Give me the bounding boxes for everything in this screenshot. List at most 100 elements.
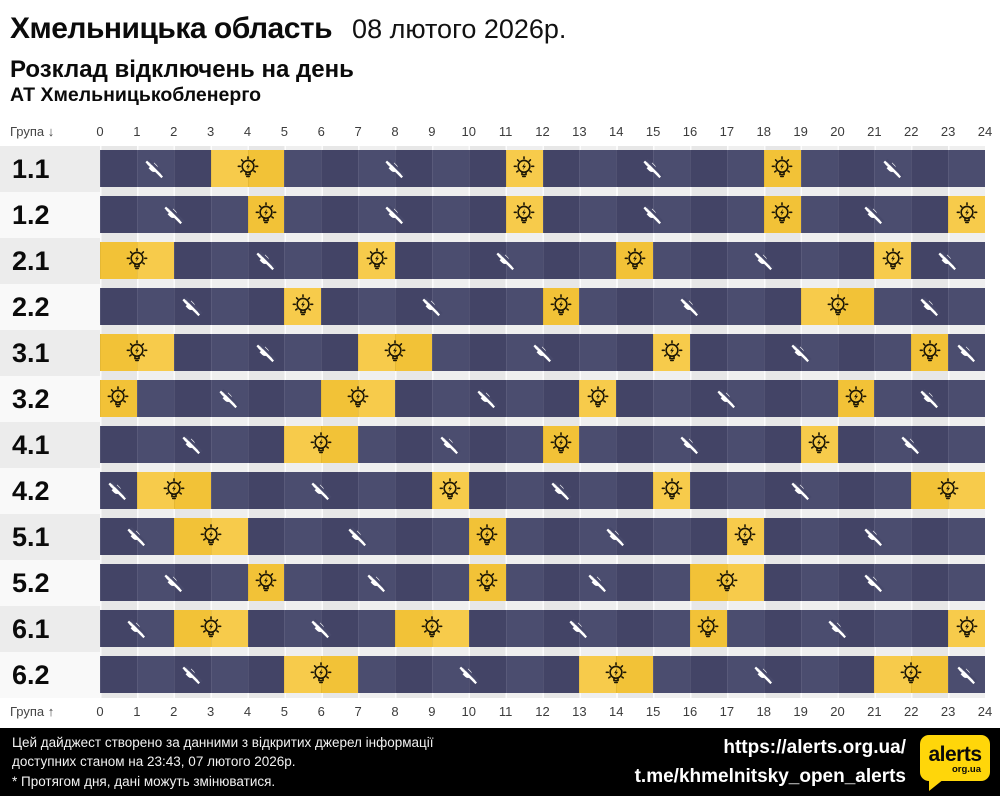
power-on-icon bbox=[658, 477, 685, 504]
power-on-icon bbox=[382, 339, 409, 366]
hour-cell-power-on bbox=[136, 472, 174, 509]
power-on-icon bbox=[621, 247, 648, 274]
hour-cell-power-on bbox=[173, 610, 211, 647]
hour-label: 15 bbox=[645, 124, 661, 139]
power-off-icon bbox=[530, 340, 555, 365]
hour-label: 13 bbox=[572, 704, 587, 719]
hour-cell-outage bbox=[284, 242, 322, 279]
hour-cell-outage bbox=[690, 288, 727, 325]
power-on-icon bbox=[197, 523, 224, 550]
hour-label: 6 bbox=[317, 124, 325, 139]
hour-cell-outage bbox=[395, 380, 432, 417]
company-name: АТ Хмельницькобленерго bbox=[10, 84, 262, 106]
hour-label: 16 bbox=[682, 124, 698, 139]
hour-cell-outage bbox=[358, 610, 395, 647]
schedule-row: 3.1 bbox=[0, 330, 1000, 376]
hour-cell-outage bbox=[431, 380, 469, 417]
hour-cell-outage bbox=[431, 564, 469, 601]
hour-cell-outage bbox=[874, 334, 912, 371]
hour-cell-outage bbox=[800, 242, 838, 279]
hour-label: 18 bbox=[756, 704, 771, 719]
hour-cell-outage bbox=[653, 288, 690, 325]
hour-label: 10 bbox=[461, 704, 476, 719]
schedule-bar bbox=[100, 380, 985, 417]
chart-grid-background bbox=[100, 146, 985, 698]
power-off-icon bbox=[106, 478, 131, 503]
hour-cell-power-on bbox=[579, 656, 617, 693]
hour-label: 10 bbox=[461, 124, 476, 139]
power-on-icon bbox=[916, 339, 943, 366]
hour-cell-power-on bbox=[136, 242, 174, 279]
hour-cell-outage bbox=[837, 150, 875, 187]
hour-cell-outage bbox=[800, 610, 838, 647]
website-link[interactable]: https://alerts.org.ua/ bbox=[723, 736, 906, 758]
group-label: 4.1 bbox=[0, 422, 100, 468]
hour-cell-outage bbox=[948, 150, 985, 187]
hour-cell-outage bbox=[431, 242, 469, 279]
hour-cell-outage bbox=[210, 472, 248, 509]
group-label: 3.2 bbox=[0, 376, 100, 422]
hour-cell-outage bbox=[100, 518, 137, 555]
power-off-icon bbox=[678, 294, 703, 319]
power-off-icon bbox=[751, 248, 776, 273]
hour-label: 3 bbox=[207, 704, 215, 719]
hour-label: 12 bbox=[535, 704, 550, 719]
hour-cell-outage bbox=[468, 196, 506, 233]
hour-cell-outage bbox=[690, 334, 727, 371]
logo-text-sub: org.ua bbox=[951, 764, 981, 775]
date-text: 08 лютого 2026р. bbox=[352, 14, 567, 44]
hour-label: 7 bbox=[354, 704, 362, 719]
hour-cell-power-on bbox=[284, 426, 322, 463]
hour-cell-outage bbox=[136, 656, 174, 693]
hour-cell-outage bbox=[136, 196, 174, 233]
group-label-text: 5.2 bbox=[12, 568, 50, 598]
hour-label: 9 bbox=[428, 704, 436, 719]
hour-label: 21 bbox=[867, 704, 882, 719]
hour-cell-outage bbox=[690, 518, 727, 555]
hour-cell-outage bbox=[468, 610, 506, 647]
hour-cell-outage bbox=[210, 656, 248, 693]
power-off-icon bbox=[917, 294, 942, 319]
hour-cell-outage bbox=[284, 564, 322, 601]
power-off-icon bbox=[788, 478, 813, 503]
hour-cell-outage bbox=[800, 564, 838, 601]
hour-cell-outage bbox=[800, 518, 838, 555]
schedule-row: 3.2 bbox=[0, 376, 1000, 422]
hour-cell-power-on bbox=[210, 150, 248, 187]
hour-cell-outage bbox=[616, 334, 654, 371]
hour-cell-outage bbox=[321, 196, 359, 233]
power-off-icon bbox=[475, 386, 500, 411]
hour-cell-outage bbox=[874, 518, 912, 555]
footer-links: https://alerts.org.ua/ t.me/khmelnitsky_… bbox=[635, 733, 906, 792]
hour-label: 24 bbox=[977, 704, 993, 719]
hour-cell-outage bbox=[911, 610, 949, 647]
hour-cell-outage bbox=[763, 656, 801, 693]
hour-cell-outage bbox=[579, 196, 617, 233]
hour-cell-outage bbox=[948, 426, 985, 463]
power-off-icon bbox=[585, 570, 610, 595]
hour-cell-outage bbox=[100, 288, 137, 325]
hour-cell-outage bbox=[800, 150, 838, 187]
power-off-icon bbox=[143, 156, 168, 181]
hour-cell-outage bbox=[653, 610, 690, 647]
hour-cell-outage bbox=[173, 564, 211, 601]
hour-cell-outage bbox=[100, 564, 137, 601]
schedule-row: 4.2 bbox=[0, 468, 1000, 514]
hour-cell-outage bbox=[210, 564, 248, 601]
hour-cell-outage bbox=[726, 426, 764, 463]
hour-label: 9 bbox=[428, 124, 436, 139]
hour-cell-outage bbox=[395, 472, 432, 509]
hour-cell-outage bbox=[431, 150, 469, 187]
hour-cell-outage bbox=[911, 518, 949, 555]
hour-cell-outage bbox=[837, 472, 875, 509]
power-off-icon bbox=[180, 294, 205, 319]
hour-cell-outage bbox=[505, 426, 543, 463]
power-on-icon bbox=[308, 661, 335, 688]
telegram-link[interactable]: t.me/khmelnitsky_open_alerts bbox=[634, 766, 906, 787]
hour-cell-outage bbox=[358, 150, 395, 187]
power-on-icon bbox=[234, 155, 261, 182]
hour-cell-outage bbox=[616, 518, 654, 555]
power-off-icon bbox=[438, 432, 463, 457]
hour-cell-outage bbox=[284, 610, 322, 647]
group-label: 2.2 bbox=[0, 284, 100, 330]
